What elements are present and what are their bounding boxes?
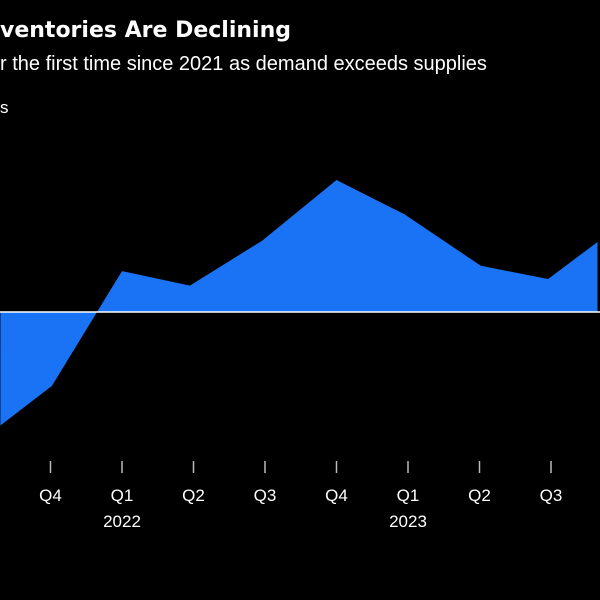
x-tick-label: Q4 <box>325 486 348 505</box>
x-year-label: 2022 <box>103 512 141 531</box>
chart-title: ventories Are Declining <box>0 18 291 43</box>
chart-subtitle: r the first time since 2021 as demand ex… <box>0 53 487 75</box>
x-tick-label: Q1 <box>111 486 134 505</box>
x-tick-label: Q1 <box>397 486 420 505</box>
x-tick-label: Q3 <box>540 486 563 505</box>
x-tick-label: Q2 <box>182 486 205 505</box>
x-tick-label: Q3 <box>254 486 277 505</box>
series-area <box>0 180 598 426</box>
x-year-label: 2023 <box>389 512 427 531</box>
x-tick-label: Q4 <box>39 486 62 505</box>
x-tick-label: Q2 <box>468 486 491 505</box>
y-unit-label: s <box>0 98 9 117</box>
